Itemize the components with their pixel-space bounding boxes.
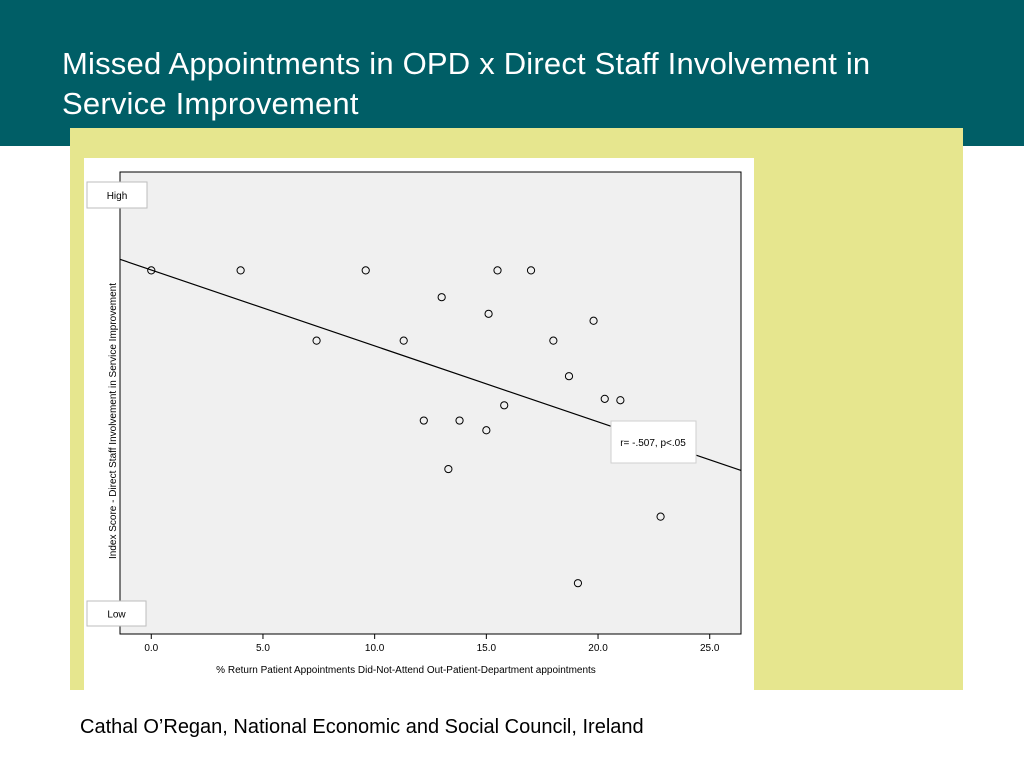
plot-area <box>119 171 742 635</box>
data-point <box>444 464 453 474</box>
data-point <box>312 336 321 345</box>
header-band <box>0 0 1024 146</box>
data-point <box>549 336 558 345</box>
data-point <box>484 309 493 318</box>
y-axis-label: Index Score - Direct Staff Involvement i… <box>108 283 119 559</box>
data-point <box>482 426 491 435</box>
data-point <box>656 512 665 521</box>
correlation-text: r= -.507, p<.05 <box>620 438 686 449</box>
y-label-high-box: High <box>86 181 148 209</box>
data-point <box>455 416 464 425</box>
data-point <box>600 394 609 403</box>
chart-svg: 0.0 5.0 10.0 15.0 20.0 25.0 High Low Index Sc… <box>86 171 742 676</box>
data-point <box>616 396 625 405</box>
x-tick-label: 20.0 <box>588 643 608 654</box>
data-point <box>589 316 598 325</box>
x-ticks-layer: 0.0 5.0 10.0 15.0 20.0 25.0 <box>144 634 720 654</box>
x-tick-label: 25.0 <box>700 643 720 654</box>
data-point <box>419 416 428 425</box>
data-point <box>526 266 536 275</box>
x-axis-label: % Return Patient Appointments Did-Not-At… <box>216 665 596 676</box>
slide-credit: Cathal O’Regan, National Economic and So… <box>80 716 644 738</box>
points-layer <box>147 266 665 588</box>
data-point <box>236 266 245 275</box>
data-point <box>564 372 574 381</box>
data-point <box>361 266 370 275</box>
x-tick-label: 5.0 <box>256 643 270 654</box>
slide-title: Missed Appointments in OPD x Direct Staf… <box>62 46 871 121</box>
y-label-low-box: Low <box>86 600 147 627</box>
data-point <box>573 579 583 588</box>
data-point <box>147 266 156 275</box>
x-tick-label: 15.0 <box>477 643 497 654</box>
correlation-annotation: r= -.507, p<.05 <box>610 420 697 464</box>
y-label-low: Low <box>107 610 126 621</box>
data-point <box>437 293 446 302</box>
x-tick-label: 0.0 <box>144 643 158 654</box>
y-label-high: High <box>107 191 128 202</box>
x-tick-label: 10.0 <box>365 643 385 654</box>
data-point <box>493 266 502 275</box>
scatter-chart: 0.0 5.0 10.0 15.0 20.0 25.0 High Low Index Sc… <box>84 158 754 690</box>
data-point <box>500 401 509 410</box>
data-point <box>399 336 408 345</box>
